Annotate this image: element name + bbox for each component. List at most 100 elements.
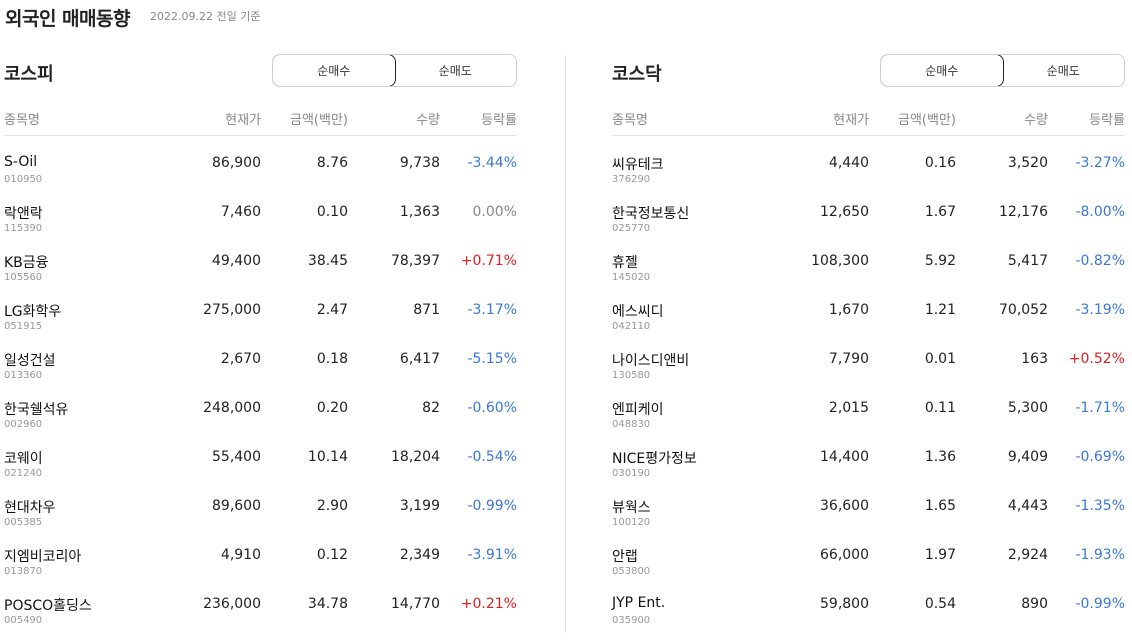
table-row[interactable]: 락앤락 115390 7,460 0.10 1,363 0.00%: [4, 203, 517, 252]
trade-amount: 38.45: [307, 253, 348, 269]
table-row[interactable]: LG화학우 051915 275,000 2.47 871 -3.17%: [4, 301, 517, 350]
table-row[interactable]: JYP Ent. 035900 59,800 0.54 890 -0.99%: [612, 595, 1125, 644]
change-rate: +0.52%: [1068, 351, 1125, 367]
table-row[interactable]: 뷰웍스 100120 36,600 1.65 4,443 -1.35%: [612, 497, 1125, 546]
table-row[interactable]: 현대차우 005385 89,600 2.90 3,199 -0.99%: [4, 497, 517, 546]
trade-qty: 890: [1021, 596, 1048, 612]
current-price: 89,600: [212, 498, 261, 514]
table-row[interactable]: 지엠비코리아 013870 4,910 0.12 2,349 -3.91%: [4, 546, 517, 595]
trade-amount: 5.92: [924, 253, 956, 269]
change-rate: -0.99%: [1075, 596, 1125, 612]
change-rate: -3.19%: [1075, 302, 1125, 318]
trade-qty: 14,770: [391, 596, 440, 612]
trade-amount: 34.78: [307, 596, 348, 612]
kosdaq-net-sell-tab[interactable]: 순매도: [1046, 64, 1080, 78]
current-price: 59,800: [820, 596, 869, 612]
trade-qty: 78,397: [391, 253, 440, 269]
table-row[interactable]: 안랩 053800 66,000 1.97 2,924 -1.93%: [612, 546, 1125, 595]
trade-qty: 9,738: [399, 155, 440, 171]
kospi-rows: S-Oil 010950 86,900 8.76 9,738 -3.44% 락앤락 11539…: [4, 154, 517, 644]
trade-qty: 82: [422, 400, 440, 416]
col-price: 현재가: [833, 113, 869, 128]
change-rate: -3.91%: [467, 547, 517, 563]
trade-qty: 3,199: [399, 498, 440, 514]
stock-code: 053800: [612, 566, 651, 577]
table-row[interactable]: 엔피케이 048830 2,015 0.11 5,300 -1.71%: [612, 399, 1125, 448]
kospi-title: 코스피: [4, 64, 54, 85]
change-rate: -1.71%: [1075, 400, 1125, 416]
trade-qty: 6,417: [399, 351, 440, 367]
table-row[interactable]: 휴젤 145020 108,300 5.92 5,417 -0.82%: [612, 252, 1125, 301]
kospi-toggle: 순매수 순매도: [272, 54, 517, 87]
stock-name[interactable]: 휴젤: [612, 255, 638, 271]
table-row[interactable]: 한국쉘석유 002960 248,000 0.20 82 -0.60%: [4, 399, 517, 448]
stock-code: 130580: [612, 370, 651, 381]
kosdaq-title: 코스닥: [612, 64, 662, 85]
stock-name[interactable]: S-Oil: [4, 154, 38, 170]
stock-name[interactable]: 코웨이: [4, 451, 43, 467]
change-rate: -3.27%: [1075, 155, 1125, 171]
stock-name[interactable]: 락앤락: [4, 206, 43, 222]
stock-name[interactable]: LG화학우: [4, 304, 62, 320]
col-price: 현재가: [225, 113, 261, 128]
trade-amount: 8.76: [316, 155, 348, 171]
change-rate: -3.44%: [467, 155, 517, 171]
table-row[interactable]: S-Oil 010950 86,900 8.76 9,738 -3.44%: [4, 154, 517, 203]
current-price: 108,300: [811, 253, 869, 269]
page-title: 외국인 매매동향: [5, 8, 130, 30]
stock-name[interactable]: 나이스디앤비: [612, 353, 690, 369]
trade-qty: 5,300: [1007, 400, 1048, 416]
kosdaq-net-buy-tab[interactable]: 순매수: [881, 55, 1004, 86]
stock-name[interactable]: 한국쉘석유: [4, 402, 69, 418]
trade-qty: 18,204: [391, 449, 440, 465]
kospi-net-buy-tab[interactable]: 순매수: [273, 55, 396, 86]
stock-name[interactable]: NICE평가정보: [612, 451, 697, 467]
table-row[interactable]: 코웨이 021240 55,400 10.14 18,204 -0.54%: [4, 448, 517, 497]
stock-code: 115390: [4, 223, 43, 234]
stock-name[interactable]: 엔피케이: [612, 402, 664, 418]
current-price: 55,400: [212, 449, 261, 465]
table-row[interactable]: 씨유테크 376290 4,440 0.16 3,520 -3.27%: [612, 154, 1125, 203]
stock-name[interactable]: 지엠비코리아: [4, 549, 82, 565]
change-rate: -8.00%: [1075, 204, 1125, 220]
col-name: 종목명: [4, 113, 40, 128]
table-row[interactable]: POSCO홀딩스 005490 236,000 34.78 14,770 +0.21%: [4, 595, 517, 644]
table-row[interactable]: KB금융 105560 49,400 38.45 78,397 +0.71%: [4, 252, 517, 301]
stock-name[interactable]: 현대차우: [4, 500, 56, 516]
stock-code: 145020: [612, 272, 651, 283]
stock-name[interactable]: 한국정보통신: [612, 206, 690, 222]
stock-name[interactable]: POSCO홀딩스: [4, 598, 92, 614]
table-row[interactable]: 에스씨디 042110 1,670 1.21 70,052 -3.19%: [612, 301, 1125, 350]
stock-code: 005385: [4, 517, 43, 528]
col-rate: 등락률: [481, 113, 517, 128]
stock-code: 035900: [612, 615, 651, 626]
stock-name[interactable]: 뷰웍스: [612, 500, 651, 516]
table-row[interactable]: 한국정보통신 025770 12,650 1.67 12,176 -8.00%: [612, 203, 1125, 252]
trade-amount: 1.65: [924, 498, 956, 514]
stock-name[interactable]: KB금융: [4, 255, 49, 271]
stock-name[interactable]: 안랩: [612, 549, 638, 565]
table-row[interactable]: 일성건설 013360 2,670 0.18 6,417 -5.15%: [4, 350, 517, 399]
current-price: 49,400: [212, 253, 261, 269]
trade-amount: 10.14: [307, 449, 348, 465]
stock-name[interactable]: 에스씨디: [612, 304, 664, 320]
current-price: 36,600: [820, 498, 869, 514]
stock-name[interactable]: JYP Ent.: [612, 595, 666, 611]
stock-name[interactable]: 씨유테크: [612, 157, 664, 173]
trade-qty: 163: [1021, 351, 1048, 367]
table-row[interactable]: 나이스디앤비 130580 7,790 0.01 163 +0.52%: [612, 350, 1125, 399]
table-row[interactable]: NICE평가정보 030190 14,400 1.36 9,409 -0.69%: [612, 448, 1125, 497]
current-price: 12,650: [820, 204, 869, 220]
trade-amount: 1.97: [924, 547, 956, 563]
kospi-net-sell-tab[interactable]: 순매도: [438, 64, 472, 78]
current-price: 7,790: [828, 351, 869, 367]
trade-qty: 2,924: [1007, 547, 1048, 563]
col-name: 종목명: [612, 113, 648, 128]
col-amount: 금액(백만): [290, 113, 348, 128]
stock-name[interactable]: 일성건설: [4, 353, 56, 369]
col-qty: 수량: [416, 113, 440, 128]
stock-code: 013360: [4, 370, 43, 381]
change-rate: +0.71%: [460, 253, 517, 269]
trade-amount: 0.01: [924, 351, 956, 367]
trade-amount: 1.36: [924, 449, 956, 465]
